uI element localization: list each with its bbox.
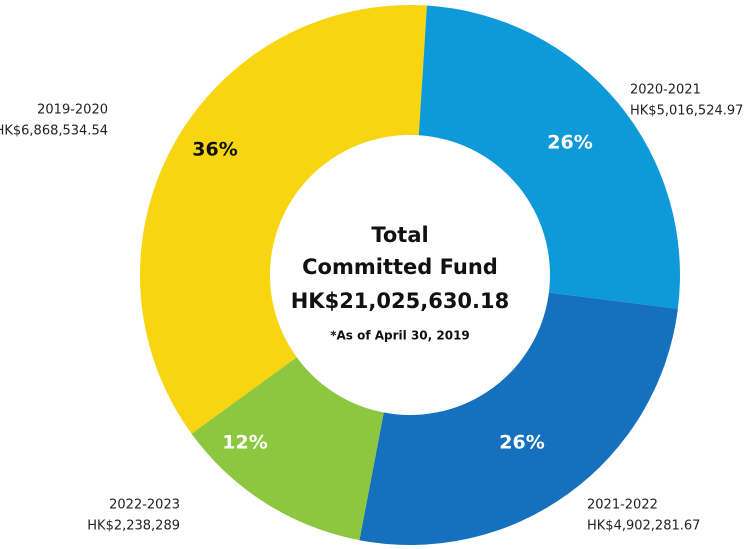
value-label: 36%: [192, 139, 237, 161]
category-label: 2022-2023: [109, 498, 180, 513]
center-line: Committed Fund: [302, 255, 498, 279]
amount-label: HK$4,902,281.67: [587, 519, 700, 534]
amount-label: HK$6,868,534.54: [0, 124, 108, 139]
category-label: 2019-2020: [37, 103, 108, 118]
value-label: 12%: [222, 432, 267, 454]
value-label: 26%: [547, 132, 592, 154]
value-label: 26%: [499, 432, 544, 454]
center-line: HK$21,025,630.18: [291, 289, 510, 313]
category-label: 2021-2022: [587, 498, 658, 513]
donut-hole: [270, 135, 550, 415]
amount-label: HK$5,016,524.97: [630, 104, 743, 119]
center-line: Total: [371, 223, 428, 247]
category-label: 2020-2021: [630, 83, 701, 98]
center-note: *As of April 30, 2019: [330, 329, 470, 343]
amount-label: HK$2,238,289: [87, 519, 180, 534]
